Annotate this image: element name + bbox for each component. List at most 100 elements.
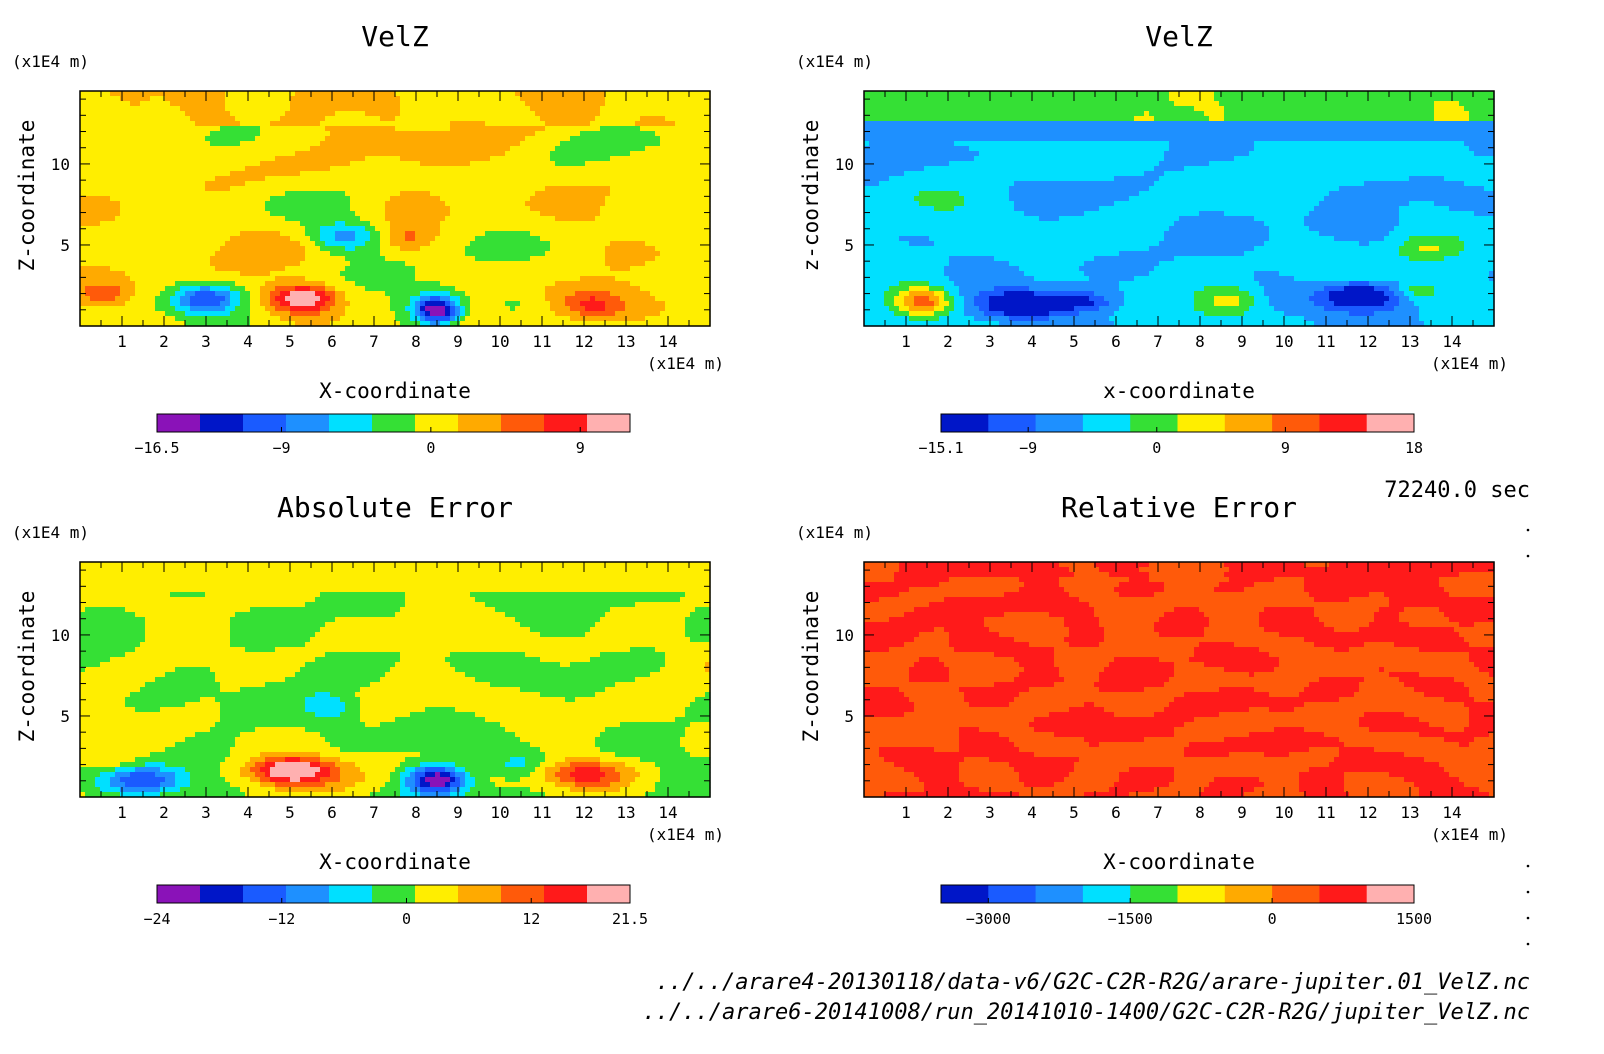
field-cell — [1439, 762, 1495, 768]
field-cell — [1354, 692, 1425, 698]
field-cell — [1459, 251, 1495, 257]
field-cell — [80, 657, 111, 663]
field-cell — [405, 231, 416, 237]
field-cell — [445, 767, 456, 773]
field-cell — [550, 301, 566, 307]
field-cell — [1339, 186, 1485, 192]
field-cell — [1274, 306, 1325, 312]
field-cell — [1299, 782, 1345, 788]
field-cell — [929, 236, 1165, 242]
field-cell — [225, 757, 251, 763]
field-cell — [1369, 727, 1445, 733]
field-cell — [245, 286, 261, 292]
field-cell — [330, 767, 341, 773]
field-cell — [420, 291, 451, 297]
field-cell — [1434, 106, 1465, 112]
field-cell — [949, 642, 1030, 648]
field-cell — [864, 677, 910, 683]
colorbar-swatch — [329, 885, 373, 903]
field-cell — [685, 707, 711, 713]
field-cell — [924, 782, 965, 788]
field-cell — [550, 151, 631, 157]
field-cell — [1109, 662, 1175, 668]
field-cell — [964, 201, 1015, 207]
field-cell — [80, 296, 91, 302]
field-cell — [120, 206, 266, 212]
field-cell — [1469, 687, 1495, 693]
field-cell — [1469, 712, 1495, 718]
colorbar-swatch — [501, 414, 545, 432]
field-cell — [989, 757, 1080, 763]
field-cell — [904, 301, 915, 307]
field-cell — [1309, 767, 1445, 773]
field-cell — [545, 792, 646, 798]
field-cell — [350, 201, 386, 207]
field-cell — [1449, 772, 1495, 778]
field-cell — [610, 241, 646, 247]
field-cell — [80, 717, 221, 723]
field-cell — [440, 281, 556, 287]
colorbar-frame — [156, 884, 631, 904]
field-cell — [1349, 311, 1375, 317]
field-cell — [80, 221, 101, 227]
field-cell — [465, 782, 476, 788]
field-cell — [340, 712, 361, 718]
field-cell — [485, 231, 531, 237]
field-cell — [380, 246, 401, 252]
field-cell — [1449, 592, 1495, 598]
field-cell — [230, 186, 546, 192]
field-cell — [1249, 707, 1270, 713]
field-cell — [864, 792, 885, 798]
field-cell — [120, 792, 161, 798]
field-cell — [1109, 787, 1155, 793]
field-cell — [350, 206, 386, 212]
x-tick-label: 14 — [1442, 332, 1461, 351]
field-cell — [575, 782, 611, 788]
field-cell — [345, 296, 391, 302]
field-cell — [1289, 752, 1340, 758]
field-cell — [125, 607, 251, 613]
field-cell — [425, 316, 451, 322]
x-tick-label: 3 — [201, 803, 211, 822]
field-cell — [1164, 236, 1270, 242]
field-cell — [1014, 742, 1090, 748]
field-cell — [1099, 306, 1120, 312]
x-tick-label: 4 — [1027, 332, 1037, 351]
field-cell — [340, 697, 361, 703]
field-cell — [395, 612, 506, 618]
field-cell — [385, 256, 476, 262]
field-cell — [1094, 702, 1170, 708]
colorbar-tick-label: −16.5 — [134, 439, 179, 457]
field-cell — [235, 116, 281, 122]
field-cell — [944, 597, 1080, 603]
field-cell — [420, 306, 426, 312]
field-cell — [1274, 727, 1305, 733]
field-cell — [660, 251, 711, 257]
field-cell — [635, 602, 711, 608]
field-cell — [1084, 792, 1130, 798]
x-tick-label: 2 — [943, 332, 953, 351]
field-cell — [450, 782, 461, 788]
field-cell — [954, 306, 965, 312]
field-cell — [80, 271, 126, 277]
field-cell — [240, 732, 321, 738]
field-cell — [1014, 657, 1055, 663]
field-cell — [1174, 256, 1410, 262]
x-tick-label: 12 — [1358, 332, 1377, 351]
field-cell — [1199, 211, 1225, 217]
field-cell — [1189, 742, 1345, 748]
field-cell — [320, 236, 336, 242]
field-cell — [320, 231, 336, 237]
field-cell — [415, 271, 711, 277]
field-cell — [320, 762, 336, 768]
field-cell — [300, 757, 321, 763]
field-cell — [1304, 562, 1330, 568]
field-cell — [540, 692, 596, 698]
x-tick-label: 8 — [1195, 332, 1205, 351]
x-tick-label: 10 — [1274, 803, 1293, 822]
field-cell — [575, 697, 696, 703]
field-cell — [245, 647, 276, 653]
field-cell — [535, 131, 581, 137]
field-cell — [100, 662, 306, 668]
field-cell — [165, 762, 221, 768]
